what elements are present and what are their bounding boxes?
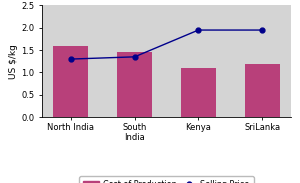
Legend: Cost of Production, Selling Price: Cost of Production, Selling Price — [79, 176, 254, 183]
Bar — [244, 64, 280, 117]
Y-axis label: US $/kg: US $/kg — [10, 44, 19, 79]
Bar — [181, 68, 216, 117]
Bar — [53, 46, 88, 117]
Bar — [117, 52, 152, 117]
